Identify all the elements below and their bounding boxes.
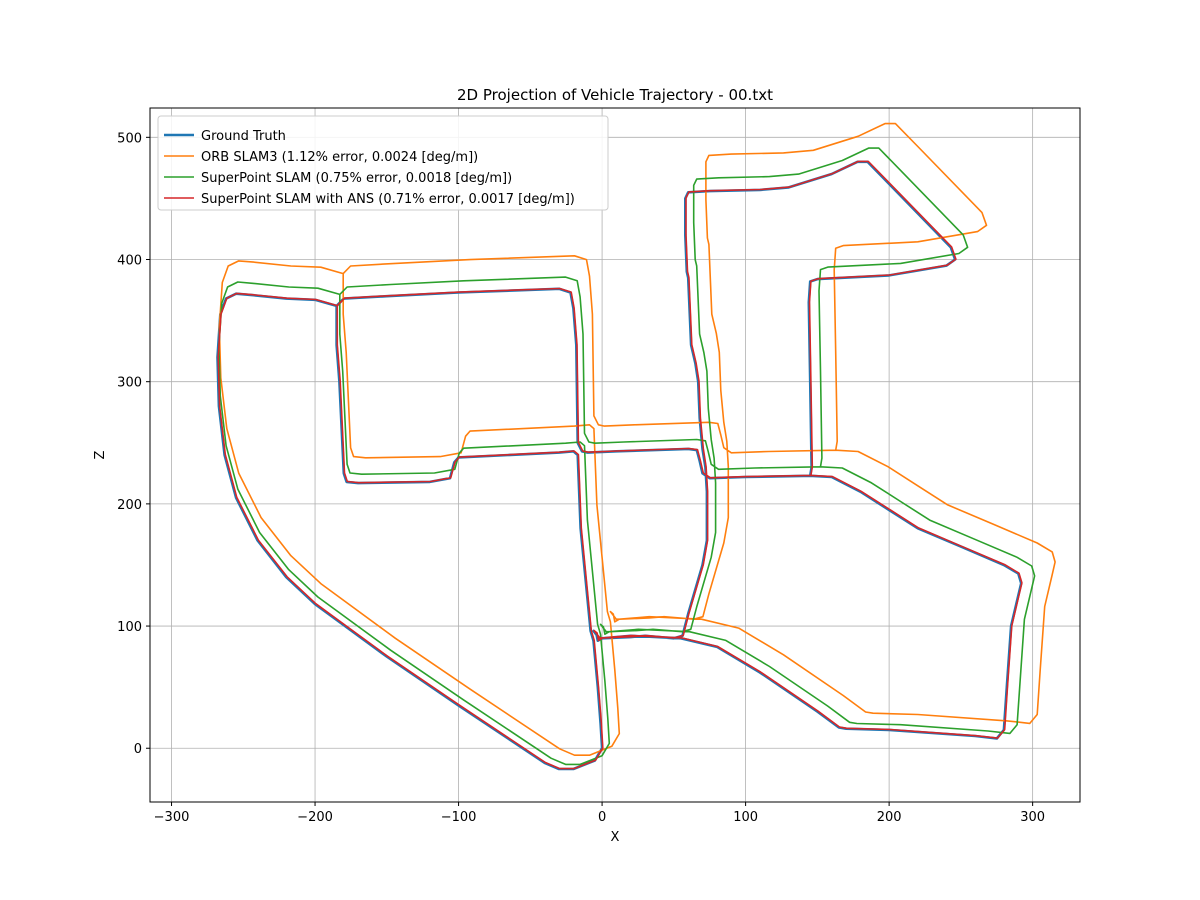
legend: Ground Truth ORB SLAM3 (1.12% error, 0.00… bbox=[157, 115, 609, 211]
x-tick-label: 0 bbox=[598, 810, 606, 825]
y-tick-label: 200 bbox=[117, 498, 142, 513]
series-line-3 bbox=[217, 160, 1023, 770]
legend-entry: ORB SLAM3 (1.12% error, 0.0024 [deg/m]) bbox=[201, 150, 478, 165]
y-tick-label: 500 bbox=[117, 131, 142, 146]
legend-box bbox=[157, 115, 609, 211]
x-tick-label: 100 bbox=[733, 810, 758, 825]
x-tick-label: −200 bbox=[297, 810, 333, 825]
legend-entry: Ground Truth bbox=[201, 129, 286, 144]
y-axis-label: Z bbox=[93, 450, 108, 459]
plot-frame bbox=[149, 107, 1081, 803]
x-tick-label: 300 bbox=[1020, 810, 1045, 825]
series-line-2 bbox=[218, 147, 1036, 766]
y-tick-label: 300 bbox=[117, 376, 142, 391]
series-line-1 bbox=[218, 122, 1056, 756]
legend-entry: SuperPoint SLAM with ANS (0.71% error, 0… bbox=[201, 192, 575, 207]
axis-ticks: −300 −200 −100 0 100 200 300 0 100 200 300 400 500 bbox=[117, 131, 1045, 825]
x-axis-label: X bbox=[611, 830, 620, 845]
y-tick-label: 0 bbox=[134, 742, 142, 757]
series-lines bbox=[216, 122, 1056, 771]
x-tick-label: 200 bbox=[877, 810, 902, 825]
legend-entry: SuperPoint SLAM (0.75% error, 0.0018 [de… bbox=[201, 171, 512, 186]
chart-title: 2D Projection of Vehicle Trajectory - 00… bbox=[457, 86, 773, 104]
x-tick-label: −100 bbox=[441, 810, 477, 825]
y-tick-label: 400 bbox=[117, 254, 142, 269]
x-tick-label: −300 bbox=[154, 810, 190, 825]
y-tick-label: 100 bbox=[117, 620, 142, 635]
